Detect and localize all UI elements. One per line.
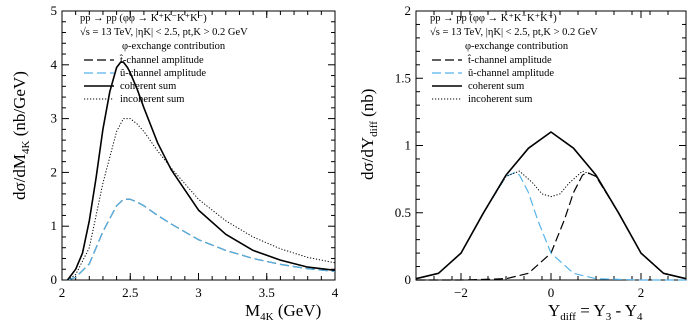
right-series xyxy=(415,131,687,281)
right-x-tick-label: −2 xyxy=(454,285,468,300)
right-legend: pp → pp (φφ → K⁺K⁻K⁺K⁻) √s = 13 TeV, |ηK… xyxy=(430,13,598,105)
right-y-ticks: 0 0.5 1 1.5 2 xyxy=(395,3,686,287)
left-cuts-text: √s = 13 TeV, |ηK| < 2.5, pt,K > 0.2 GeV xyxy=(80,26,248,38)
left-panel: 0 1 2 3 4 5 2 2.5 3 3.5 4 dσ/dM4K (nb/GeV) M4K (G… xyxy=(10,3,339,322)
right-legend-label: t̂-channel amplitude xyxy=(467,54,552,66)
left-series-line xyxy=(67,118,336,281)
right-cuts-text: √s = 13 TeV, |ηK| < 2.5, pt,K > 0.2 GeV xyxy=(430,26,598,38)
left-series-line xyxy=(67,198,336,281)
left-x-tick-label: 3 xyxy=(195,285,202,300)
left-legend-label: incoherent sum xyxy=(120,94,184,105)
right-legend-label: û-channel amplitude xyxy=(468,68,554,79)
right-legend-label: coherent sum xyxy=(468,81,524,92)
right-x-ticks: −2 0 2 xyxy=(415,11,687,300)
left-legend-label: coherent sum xyxy=(120,81,176,92)
right-process-text: pp → pp (φφ → K⁺K⁻K⁺K⁻) xyxy=(430,13,557,24)
left-y-tick-label: 0 xyxy=(51,272,58,287)
left-series-line xyxy=(66,61,336,281)
right-series-line xyxy=(415,131,687,280)
right-x-axis-label: Ydiff = Y3 - Y4 xyxy=(548,301,643,322)
left-series-line xyxy=(67,198,336,281)
right-y-tick-label: 1 xyxy=(405,138,412,153)
right-y-axis-label: dσ/dYdiff (nb) xyxy=(358,89,380,180)
left-x-tick-label: 2 xyxy=(59,285,66,300)
right-subtitle-text: φ-exchange contribution xyxy=(465,41,569,52)
left-series xyxy=(66,61,336,281)
left-x-ticks: 2 2.5 3 3.5 4 xyxy=(59,11,339,300)
left-legend-label: t̂-channel amplitude xyxy=(119,54,204,66)
right-series-line xyxy=(415,170,687,280)
left-y-tick-label: 2 xyxy=(51,164,58,179)
right-y-tick-label: 1.5 xyxy=(395,70,411,85)
left-y-axis-label: dσ/dM4K (nb/GeV) xyxy=(10,71,32,200)
left-x-tick-label: 2.5 xyxy=(122,285,138,300)
left-legend: pp → pp (φφ → K⁺K⁻K⁺K⁻) √s = 13 TeV, |ηK… xyxy=(80,13,248,105)
right-series-line xyxy=(415,171,686,281)
right-x-tick-label: 2 xyxy=(638,285,645,300)
right-x-tick-label: 0 xyxy=(548,285,555,300)
right-y-tick-label: 2 xyxy=(405,3,412,18)
right-y-tick-label: 0.5 xyxy=(395,205,411,220)
left-y-tick-label: 5 xyxy=(51,3,58,18)
right-y-tick-label: 0 xyxy=(405,272,412,287)
left-subtitle-text: φ-exchange contribution xyxy=(122,41,226,52)
right-series-line xyxy=(416,171,687,281)
left-x-axis-label: M4K (GeV) xyxy=(245,301,321,322)
left-process-text: pp → pp (φφ → K⁺K⁻K⁺K⁻) xyxy=(80,13,207,24)
left-x-tick-label: 3.5 xyxy=(259,285,275,300)
left-y-tick-label: 4 xyxy=(51,57,58,72)
left-x-tick-label: 4 xyxy=(332,285,339,300)
right-legend-label: incoherent sum xyxy=(468,94,532,105)
left-legend-label: û-channel amplitude xyxy=(120,68,206,79)
left-y-tick-label: 3 xyxy=(51,111,58,126)
left-y-tick-label: 1 xyxy=(51,218,58,233)
right-panel: 0 0.5 1 1.5 2 −2 0 2 dσ/dYdiff (nb) Ydiff = Y3… xyxy=(358,3,687,322)
left-y-ticks: 0 1 2 3 4 5 xyxy=(51,3,335,287)
